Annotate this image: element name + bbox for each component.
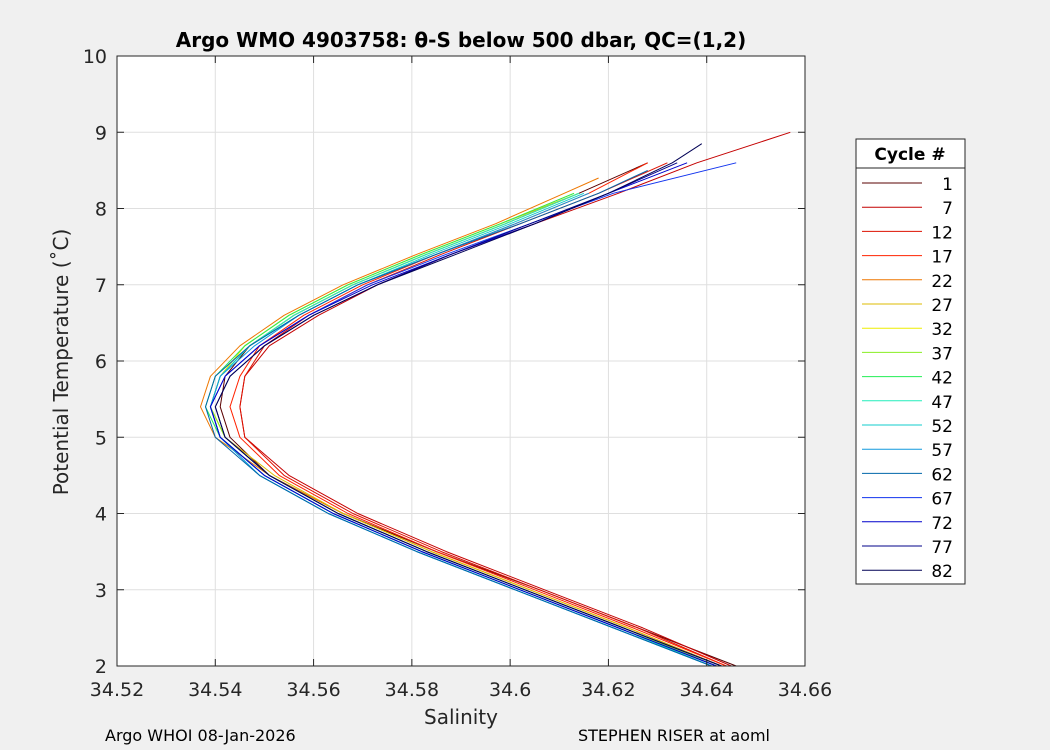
x-tick-label: 34.6 — [489, 679, 531, 701]
y-tick-label: 2 — [95, 656, 107, 678]
y-tick-label: 7 — [95, 275, 107, 297]
legend-box — [855, 138, 966, 585]
legend-title: Cycle # — [874, 145, 945, 165]
legend-label-cycle-82: 82 — [931, 562, 953, 582]
series-lines — [200, 131, 791, 667]
y-tick-label: 6 — [95, 351, 107, 373]
legend-label-cycle-42: 42 — [931, 369, 953, 389]
legend-label-cycle-27: 27 — [931, 296, 953, 316]
axis-ticks: 34.52 34.54 34.56 34.58 34.6 34.62 34.64 34.66 2… — [83, 46, 832, 701]
y-tick-label: 3 — [95, 580, 107, 602]
series-line-cycle-82 — [214, 143, 722, 667]
x-tick-label: 34.52 — [90, 679, 144, 701]
legend-label-cycle-57: 57 — [931, 441, 953, 461]
x-tick-label: 34.54 — [188, 679, 242, 701]
series-line-cycle-62 — [205, 169, 712, 667]
x-tick-label: 34.66 — [778, 679, 832, 701]
x-axis-label: Salinity — [424, 705, 498, 729]
legend-label-cycle-17: 17 — [931, 248, 953, 268]
legend-label-cycle-37: 37 — [931, 344, 953, 364]
legend-label-cycle-32: 32 — [931, 320, 953, 340]
legend-label-cycle-62: 62 — [931, 465, 953, 485]
chart-title: Argo WMO 4903758: θ-S below 500 dbar, QC… — [176, 28, 746, 52]
y-tick-label: 9 — [95, 122, 107, 144]
footer-left-text: Argo WHOI 08-Jan-2026 — [105, 726, 296, 745]
series-line-cycle-72 — [209, 162, 717, 667]
y-axis-label: Potential Temperature (˚C) — [49, 229, 73, 496]
x-tick-label: 34.64 — [680, 679, 734, 701]
y-tick-label: 8 — [95, 199, 107, 221]
y-tick-label: 10 — [83, 46, 107, 68]
series-line-cycle-12 — [239, 162, 727, 667]
footer-right-text: STEPHEN RISER at aoml — [578, 726, 770, 745]
legend-label-cycle-67: 67 — [931, 490, 953, 510]
legend-label-cycle-22: 22 — [931, 272, 953, 292]
legend-label-cycle-72: 72 — [931, 514, 953, 534]
y-tick-label: 5 — [95, 427, 107, 449]
y-tick-label: 4 — [95, 504, 107, 526]
legend-label-cycle-12: 12 — [931, 223, 953, 243]
legend-label-cycle-7: 7 — [942, 199, 953, 219]
legend-label-cycle-1: 1 — [942, 175, 953, 195]
x-tick-label: 34.58 — [385, 679, 439, 701]
legend-label-cycle-77: 77 — [931, 538, 953, 558]
legend-label-cycle-52: 52 — [931, 417, 953, 437]
x-tick-label: 34.56 — [286, 679, 340, 701]
legend-label-cycle-47: 47 — [931, 393, 953, 413]
x-tick-label: 34.62 — [581, 679, 635, 701]
